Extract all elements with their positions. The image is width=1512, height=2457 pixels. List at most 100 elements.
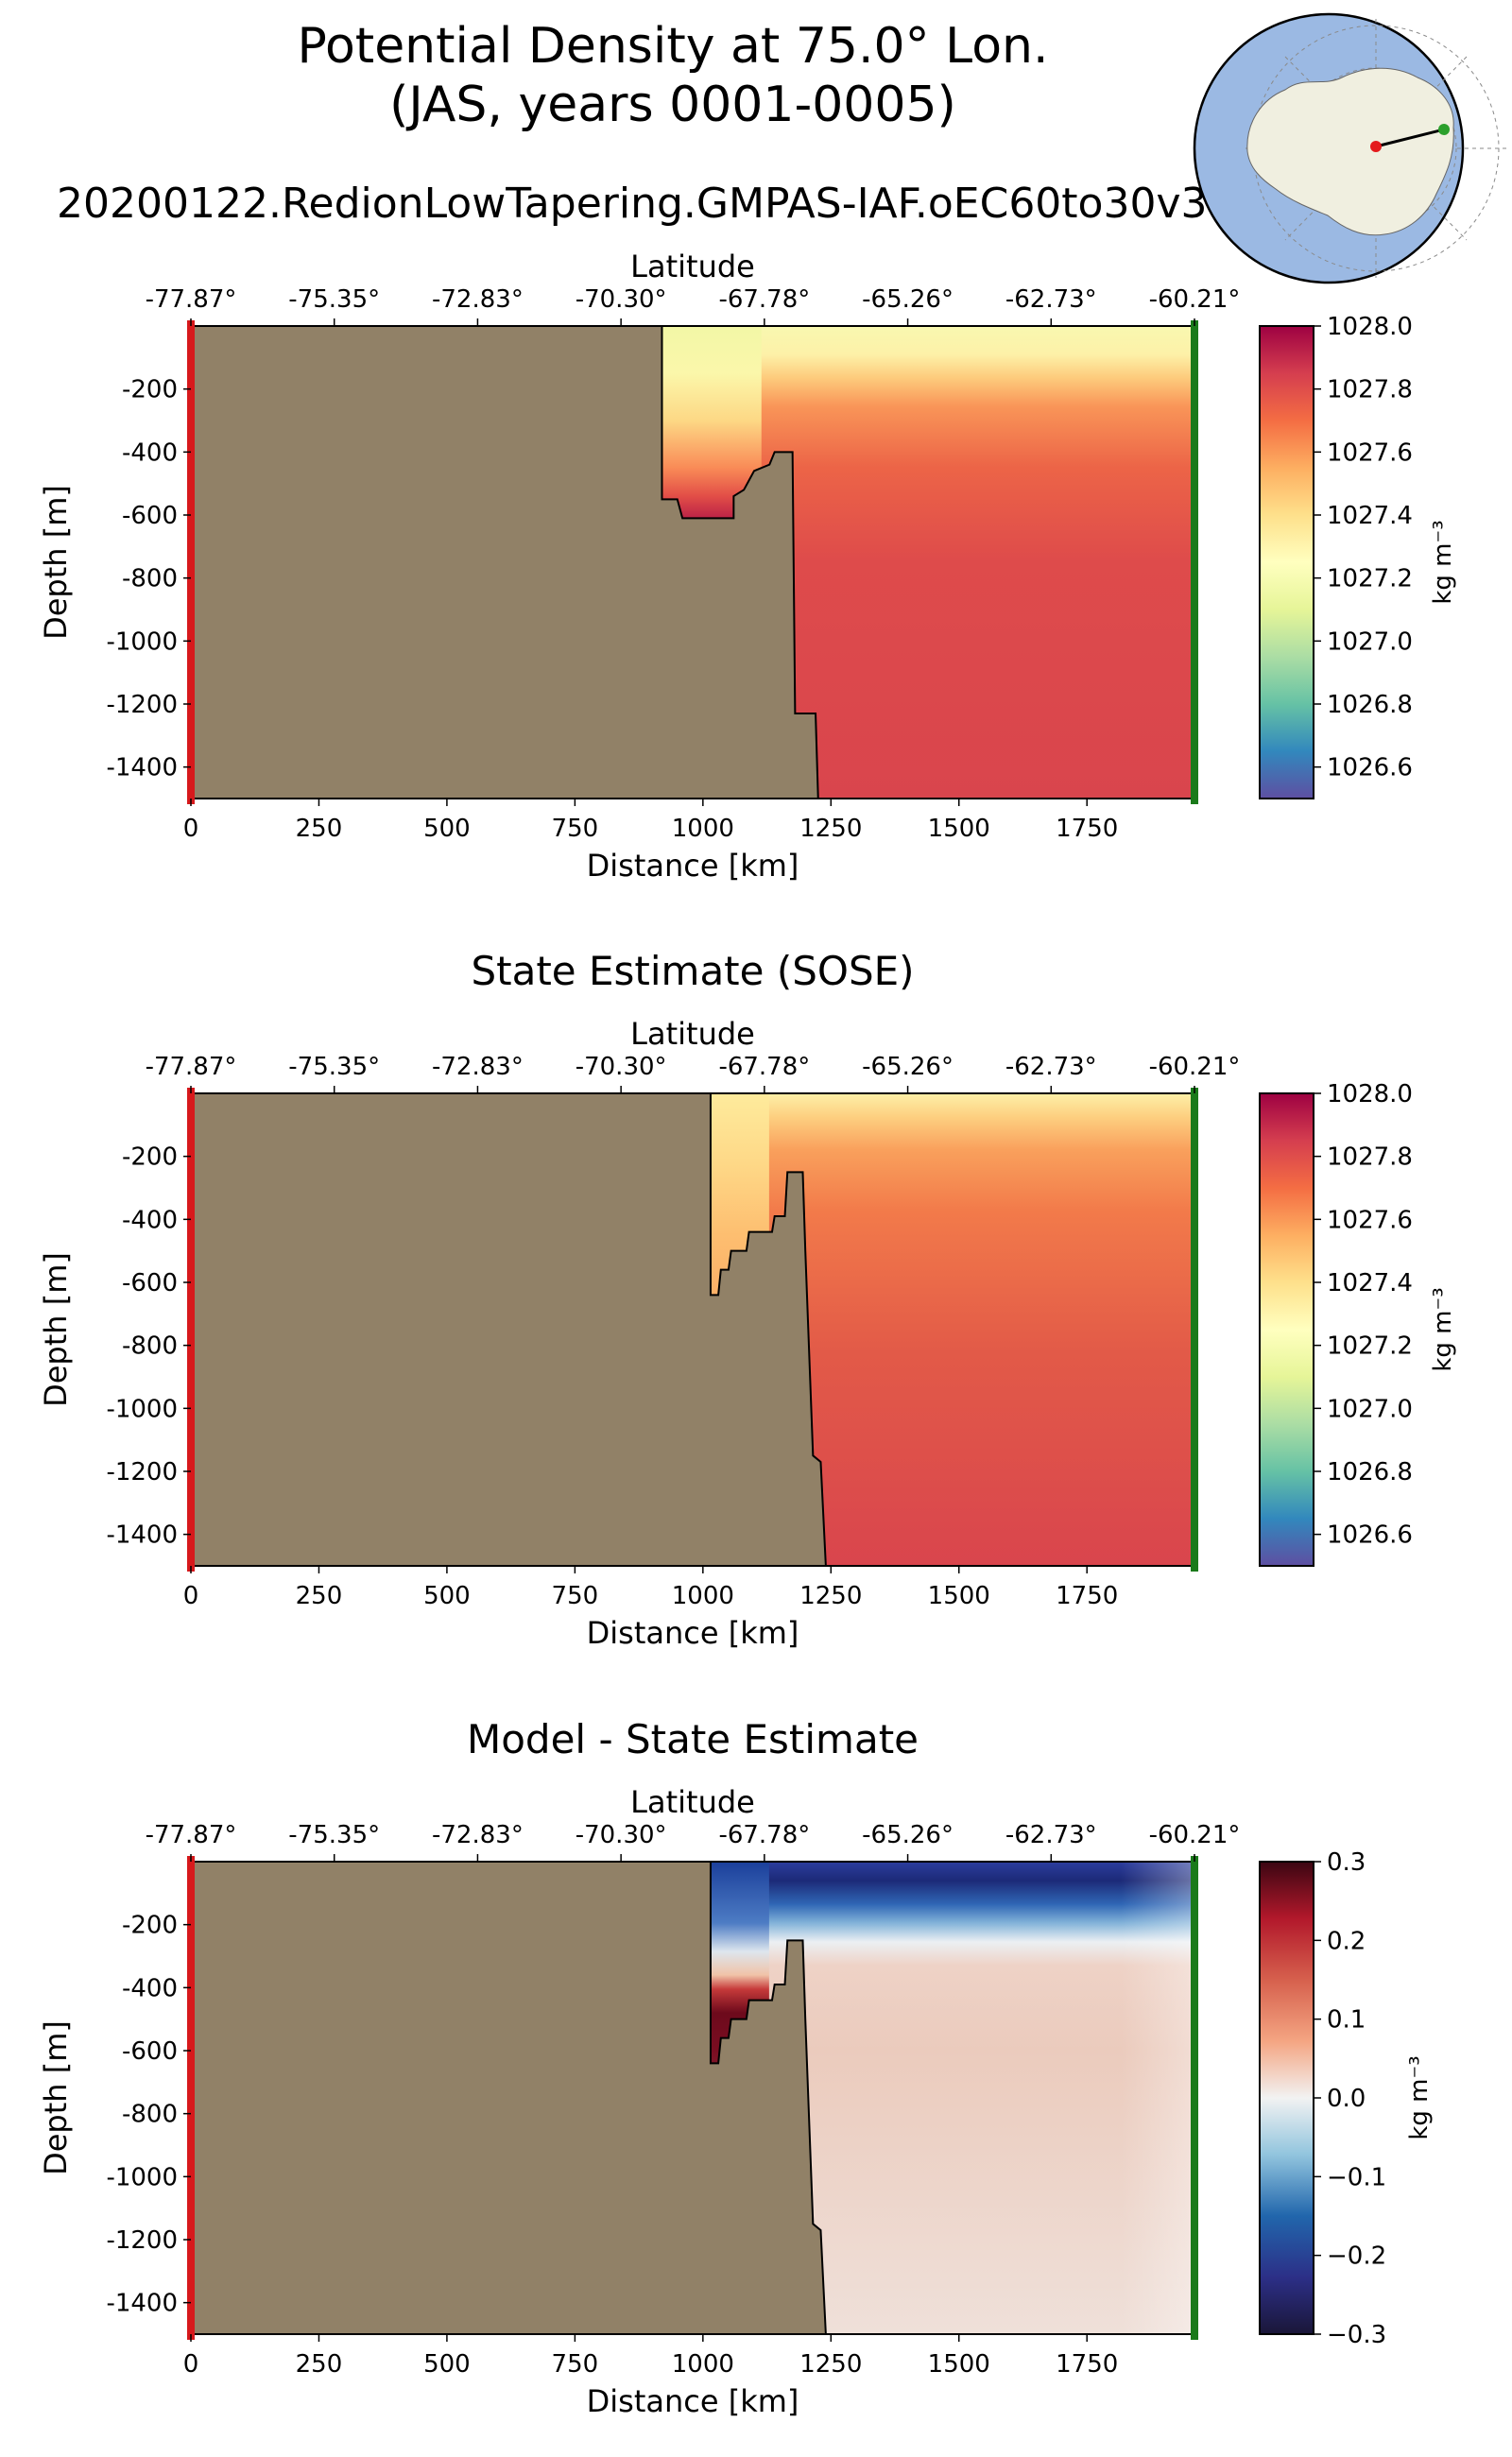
- lat-tick-label: -75.35°: [288, 285, 380, 314]
- y-tick-label: -600: [122, 2037, 178, 2066]
- lat-tick-label: -67.78°: [718, 1821, 810, 1849]
- y-tick-label: -800: [122, 2101, 178, 2129]
- colorbar-tick-label: −0.1: [1327, 2163, 1386, 2191]
- figure-title-line2: (JAS, years 0001-0005): [389, 77, 956, 133]
- y-tick-label: -1400: [106, 2290, 178, 2318]
- lat-tick-label: -75.35°: [288, 1821, 380, 1849]
- lat-tick-label: -77.87°: [146, 285, 237, 314]
- y-tick-label: -1400: [106, 1521, 178, 1550]
- section-start-edge: [187, 1088, 195, 1572]
- y-tick-label: -1200: [106, 1458, 178, 1486]
- y-axis-label: Depth [m]: [38, 2020, 74, 2175]
- x-tick-label: 0: [183, 2350, 199, 2379]
- colorbar-tick-label: 0.3: [1327, 1848, 1366, 1877]
- lat-tick-label: -65.26°: [862, 1053, 954, 1081]
- x-tick-label: 250: [296, 1582, 343, 1610]
- panel-1: Latitude 0 250 500 750 1000 1250 1500 1750 Distan…: [38, 249, 1457, 884]
- bathymetry-outline: [709, 1093, 827, 1567]
- x-tick-label: 0: [183, 1582, 199, 1610]
- section-end-edge: [1191, 1088, 1198, 1572]
- lat-tick-label: -72.83°: [432, 285, 524, 314]
- lat-tick-label: -72.83°: [432, 1053, 524, 1081]
- x-tick-label: 750: [552, 815, 599, 843]
- colorbar-tick-label: −0.2: [1327, 2242, 1386, 2271]
- section-end-marker: [1438, 124, 1450, 135]
- colorbar-tick-label: 1027.4: [1327, 502, 1413, 530]
- colorbar-tick-label: 1027.2: [1327, 1332, 1413, 1361]
- section-line: [1375, 128, 1445, 148]
- colorbar-label: kg m⁻³: [1405, 2055, 1434, 2139]
- lat-tick-label: -77.87°: [146, 1821, 237, 1849]
- colorbar-tick-label: 1027.0: [1327, 1395, 1413, 1423]
- x-tick-label: 0: [183, 815, 199, 843]
- colorbar-tick-label: 1027.4: [1327, 1269, 1413, 1297]
- bathymetry-outline: [661, 326, 819, 799]
- colorbar-tick-label: −0.3: [1327, 2321, 1386, 2349]
- y-tick-label: -1200: [106, 2226, 178, 2255]
- x-tick-label: 1000: [672, 2350, 734, 2379]
- x-tick-label: 250: [296, 2350, 343, 2379]
- lat-tick-label: -65.26°: [862, 285, 954, 314]
- colorbar-tick-label: 1026.6: [1327, 754, 1413, 782]
- colorbar-label: kg m⁻³: [1429, 1287, 1457, 1371]
- panel-3: Model - State Estimate Latitude 0 250 500 750…: [38, 1716, 1434, 2419]
- colorbar-tick-label: 0.0: [1327, 2085, 1366, 2113]
- x-axis-label: Distance [km]: [587, 2383, 799, 2419]
- x-tick-label: 1250: [799, 1582, 862, 1610]
- panel-title: Model - State Estimate: [467, 1716, 919, 1762]
- section-start-marker: [1370, 141, 1382, 152]
- y-tick-label: -800: [122, 565, 178, 593]
- y-axis-label: Depth [m]: [38, 1252, 74, 1407]
- top-axis-label: Latitude: [630, 1016, 755, 1052]
- y-tick-label: -1200: [106, 691, 178, 719]
- lat-tick-label: -70.30°: [576, 1053, 667, 1081]
- x-tick-label: 500: [423, 1582, 471, 1610]
- lat-tick-label: -67.78°: [718, 285, 810, 314]
- lat-tick-label: -60.21°: [1149, 1821, 1241, 1849]
- colorbar-tick-label: 1028.0: [1327, 313, 1413, 341]
- run-name: 20200122.RedionLowTapering.GMPAS-IAF.oEC…: [57, 180, 1208, 228]
- y-axis-label: Depth [m]: [38, 485, 74, 640]
- x-tick-label: 500: [423, 2350, 471, 2379]
- x-tick-label: 1750: [1056, 2350, 1118, 2379]
- land-bathymetry: [191, 1093, 826, 1566]
- lat-tick-label: -60.21°: [1149, 285, 1241, 314]
- bathymetry-outline: [709, 1862, 827, 2335]
- x-tick-label: 1250: [799, 2350, 862, 2379]
- colorbar-tick-label: 1026.6: [1327, 1521, 1413, 1550]
- x-tick-label: 1750: [1056, 1582, 1118, 1610]
- x-tick-label: 1750: [1056, 815, 1118, 843]
- land-bathymetry: [191, 1862, 826, 2334]
- colorbar: [1259, 325, 1314, 799]
- top-axis-label: Latitude: [630, 249, 755, 284]
- x-tick-label: 1500: [928, 815, 990, 843]
- field-offshore-fade: [825, 1862, 1194, 2334]
- lat-tick-label: -65.26°: [862, 1821, 954, 1849]
- lat-tick-label: -62.73°: [1005, 1053, 1097, 1081]
- y-tick-label: -400: [122, 1206, 178, 1234]
- colorbar-tick-label: 1027.8: [1327, 376, 1413, 404]
- lat-tick-label: -62.73°: [1005, 285, 1097, 314]
- y-tick-label: -1000: [106, 627, 178, 656]
- colorbar: [1259, 1092, 1314, 1567]
- lat-tick-label: -75.35°: [288, 1053, 380, 1081]
- colorbar-tick-label: 1027.6: [1327, 1206, 1413, 1234]
- field-offshore-region: [761, 326, 1194, 799]
- inset-map: [1193, 12, 1506, 284]
- x-axis-label: Distance [km]: [587, 848, 799, 884]
- antarctica-shape: [1246, 67, 1454, 236]
- y-tick-label: -200: [122, 376, 178, 404]
- lat-tick-label: -72.83°: [432, 1821, 524, 1849]
- top-axis-label: Latitude: [630, 1784, 755, 1820]
- lat-tick-label: -67.78°: [718, 1053, 810, 1081]
- lat-tick-label: -60.21°: [1149, 1053, 1241, 1081]
- lat-tick-label: -62.73°: [1005, 1821, 1097, 1849]
- x-tick-label: 1500: [928, 2350, 990, 2379]
- section-start-edge: [187, 320, 195, 804]
- colorbar-tick-label: 0.1: [1327, 2006, 1366, 2035]
- x-tick-label: 1000: [672, 1582, 734, 1610]
- colorbar-label: kg m⁻³: [1429, 520, 1457, 604]
- x-tick-label: 1250: [799, 815, 862, 843]
- colorbar-tick-label: 0.2: [1327, 1927, 1366, 1955]
- x-tick-label: 750: [552, 2350, 599, 2379]
